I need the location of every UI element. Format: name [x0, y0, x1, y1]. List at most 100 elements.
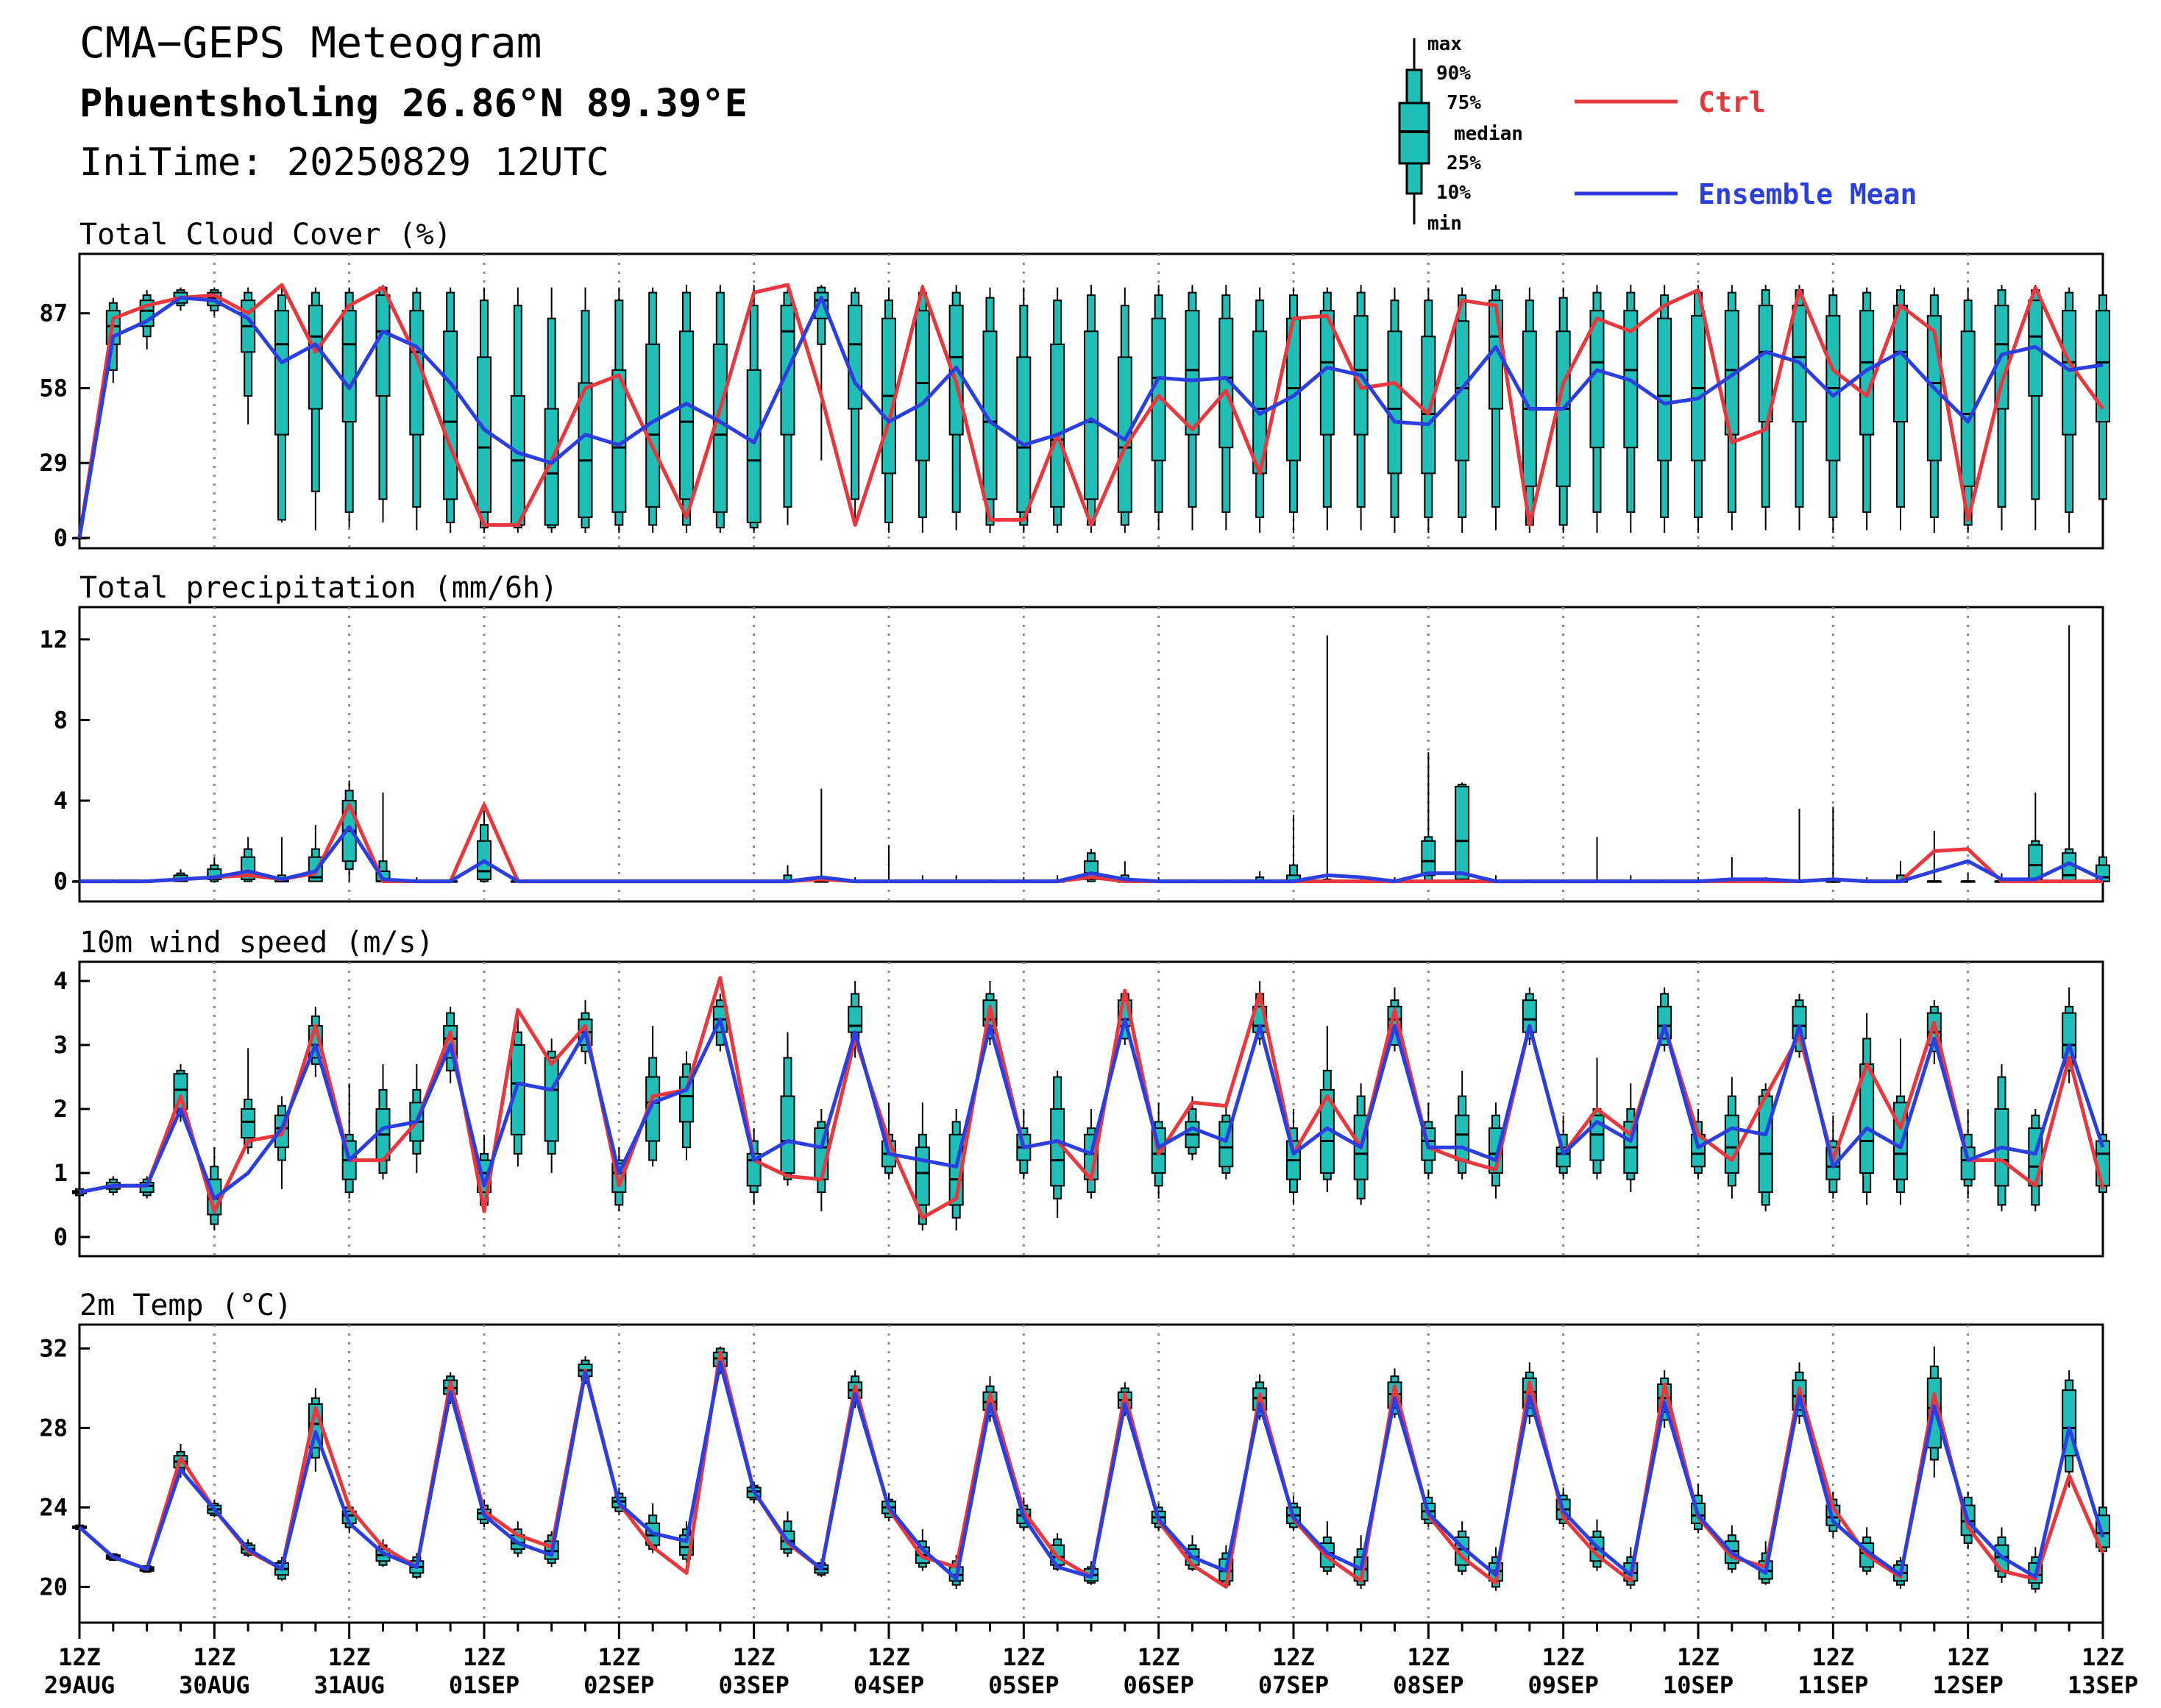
time-axis-date-label: 12SEP	[1933, 1671, 2004, 1699]
legend-min-label: min	[1427, 213, 1462, 235]
time-axis-date-label: 07SEP	[1258, 1671, 1329, 1699]
cloud-cover-p25-p75-box	[1758, 305, 1773, 423]
wind-speed-box	[1319, 1025, 1335, 1193]
precipitation-box	[881, 845, 896, 883]
cloud-cover-box	[510, 287, 525, 533]
time-axis: 12Z29AUG12Z30AUG12Z31AUG12Z01SEP12Z02SEP…	[44, 1623, 2138, 1699]
cloud-cover-box	[1825, 287, 1841, 533]
cloud-cover-box	[1185, 285, 1200, 531]
cloud-cover-ctrl-line	[77, 283, 2105, 539]
cloud-cover-box	[1353, 285, 1369, 531]
cloud-cover-box	[2096, 290, 2110, 533]
temperature-ytick-label: 28	[39, 1414, 68, 1442]
cloud-cover-box	[1455, 287, 1470, 533]
wind-speed-p25-p75-box	[848, 1005, 863, 1033]
precipitation-p25-p75-box	[1421, 840, 1436, 876]
wind-speed-box	[510, 1013, 525, 1167]
wind-speed-p25-p75-box	[915, 1147, 930, 1206]
wind-speed-ytick-label: 4	[54, 967, 68, 995]
wind-speed-box	[780, 1032, 795, 1186]
cloud-cover-ytick-label: 29	[39, 449, 68, 477]
temperature-ytick-label: 32	[39, 1334, 68, 1362]
cloud-cover-p25-p75-box	[1859, 310, 1875, 436]
temperature-box	[1691, 1484, 1706, 1534]
wind-speed-box	[679, 1051, 694, 1160]
time-axis-hour-label: 12Z	[1677, 1643, 1720, 1671]
cloud-cover-p25-p75-box	[1657, 317, 1672, 461]
cloud-cover-box	[780, 285, 795, 525]
cloud-cover-box	[679, 285, 694, 533]
cloud-cover-box	[544, 287, 559, 533]
time-axis-date-label: 06SEP	[1124, 1671, 1194, 1699]
time-axis-date-label: 09SEP	[1528, 1671, 1599, 1699]
cloud-cover-p25-p75-box	[915, 310, 930, 461]
time-axis-date-label: 29AUG	[44, 1671, 115, 1699]
legend-median-label: median	[1454, 123, 1523, 145]
time-axis-hour-label: 12Z	[2082, 1643, 2124, 1671]
time-axis-date-label: 13SEP	[2068, 1671, 2138, 1699]
cloud-cover-panel: Total Cloud Cover (%) 0 29 58 87	[39, 218, 2110, 552]
cloud-cover-box	[375, 285, 391, 522]
precipitation-p25-p75-box	[1455, 785, 1470, 880]
wind-speed-p25-p75-box	[2096, 1140, 2110, 1187]
time-axis-hour-label: 12Z	[1138, 1643, 1180, 1671]
wind-speed-box	[241, 1048, 256, 1154]
cloud-cover-box	[341, 287, 357, 528]
cloud-cover-box	[274, 287, 289, 522]
cloud-cover-p25-p75-box	[341, 310, 357, 423]
wind-speed-box	[1589, 1057, 1605, 1180]
wind-speed-box	[2028, 1109, 2043, 1212]
cloud-cover-p25-p75-box	[746, 369, 762, 523]
wind-speed-p25-p75-box	[241, 1108, 256, 1139]
wind-speed-ytick-label: 1	[54, 1159, 68, 1187]
wind-speed-ytick-label: 2	[54, 1095, 68, 1123]
cloud-cover-box	[2028, 285, 2043, 531]
cloud-cover-title: Total Cloud Cover (%)	[79, 218, 452, 252]
time-axis-hour-label: 12Z	[58, 1643, 101, 1671]
time-axis-hour-label: 12Z	[1812, 1643, 1854, 1671]
cloud-cover-box	[1893, 285, 1908, 531]
precipitation-box	[274, 837, 289, 883]
precipitation-box	[1286, 815, 1301, 883]
cloud-cover-p25-p75-box	[1421, 336, 1436, 475]
cloud-cover-p25-p75-box	[544, 408, 559, 526]
cloud-cover-p25-p75-box	[982, 330, 998, 500]
cloud-cover-ytick-label: 58	[39, 374, 68, 402]
precipitation-panel: Total precipitation (mm/6h) 0 4 8 12	[39, 571, 2110, 903]
cloud-cover-box	[1151, 285, 1166, 531]
cloud-cover-box	[1792, 285, 1807, 531]
temperature-title: 2m Temp (°C)	[79, 1289, 292, 1322]
cloud-cover-box	[814, 285, 829, 461]
time-axis-date-label: 11SEP	[1798, 1671, 1868, 1699]
location-label: Phuentsholing 26.86°N 89.39°E	[79, 82, 748, 126]
wind-speed-box	[2062, 987, 2077, 1084]
time-axis-date-label: 08SEP	[1393, 1671, 1463, 1699]
time-axis-hour-label: 12Z	[597, 1643, 640, 1671]
wind-speed-p25-p75-box	[510, 1044, 525, 1135]
precipitation-box	[1792, 808, 1807, 883]
cloud-cover-p25-p75-box	[1387, 330, 1402, 475]
legend-p25-label: 25%	[1447, 152, 1481, 174]
cloud-cover-box	[308, 287, 323, 531]
wind-speed-p25-p75-box	[780, 1095, 795, 1174]
precipitation-box	[2096, 824, 2110, 882]
init-time-label: IniTime: 20250829 12UTC	[79, 141, 609, 185]
cloud-cover-p25-p75-box	[308, 305, 323, 410]
cloud-cover-box	[578, 287, 593, 533]
cloud-cover-box	[1117, 287, 1132, 533]
precipitation-p25-p75-box	[2028, 844, 2043, 880]
precipitation-box	[814, 788, 829, 883]
precipitation-box	[1455, 782, 1470, 882]
cloud-cover-box	[409, 287, 425, 531]
time-axis-hour-label: 12Z	[867, 1643, 910, 1671]
cloud-cover-box	[982, 287, 998, 533]
wind-speed-p25-p75-box	[1960, 1147, 1976, 1180]
cloud-cover-box	[477, 287, 492, 533]
cloud-cover-box	[1960, 287, 1976, 533]
cloud-cover-ytick-label: 87	[39, 300, 68, 327]
cloud-cover-box	[1623, 285, 1639, 533]
wind-speed-box	[375, 1064, 391, 1180]
time-axis-date-label: 04SEP	[854, 1671, 924, 1699]
precipitation-box	[477, 810, 492, 882]
cloud-cover-box	[1926, 287, 1942, 533]
